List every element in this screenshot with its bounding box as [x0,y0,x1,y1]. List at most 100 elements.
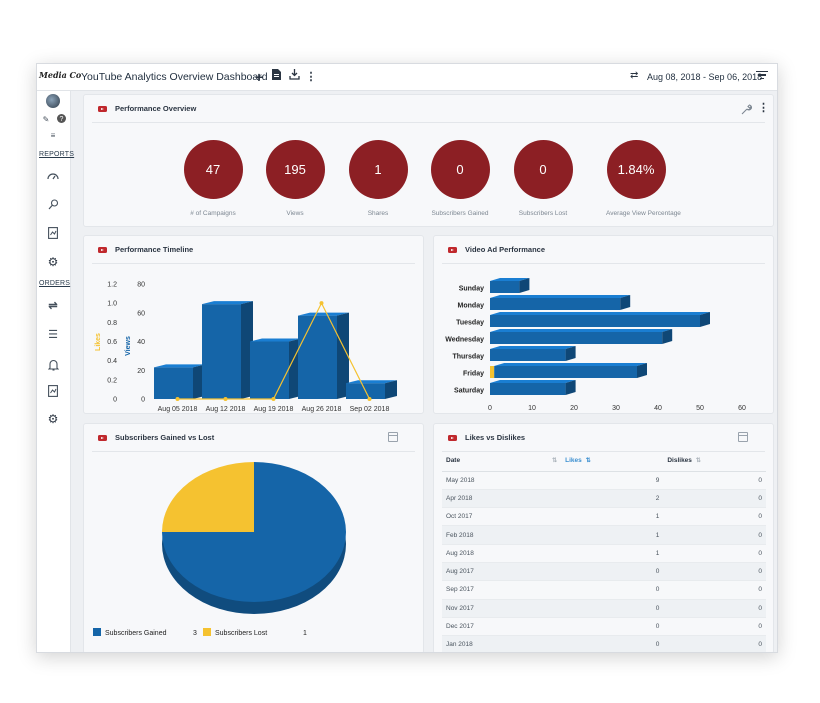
bar-front [490,298,621,310]
kpi-shares[interactable]: 1 Shares [348,140,408,217]
table-row[interactable]: Aug 2018 1 0 [442,544,766,563]
card-header [92,95,765,123]
table-row[interactable]: Apr 2018 2 0 [442,489,766,509]
x-tick-label: Aug 19 2018 [254,406,294,413]
kpi-value: 1 [348,140,408,199]
orders-list-icon[interactable]: ⇌ [48,300,58,312]
dislikes-cell: 0 [663,562,766,582]
date-range[interactable]: Aug 08, 2018 - Sep 06, 2018 [647,72,763,82]
top-bar: Media Co YouTube Analytics Overview Dash… [37,64,777,91]
column-dislikes[interactable]: Dislikes ⇅ [663,450,766,472]
gauge-icon[interactable] [46,171,60,185]
performance-timeline-chart[interactable]: 0 20 40 60 80 0 0.2 0.4 0.6 0.8 1.0 1.2 Views Likes Au… [84,264,425,414]
video-ad-chart[interactable]: Sunday Monday Tuesday Wednesday Thursday Frid… [434,264,775,414]
sidebar-section-reports[interactable]: REPORTS [39,151,75,158]
youtube-icon [448,435,457,441]
calendar-icon[interactable] [388,432,398,442]
more-vertical-icon[interactable]: ⋮ [305,71,317,83]
table-row[interactable]: Sep 2017 0 0 [442,580,766,600]
add-icon[interactable]: + [254,69,264,85]
table-row[interactable]: Feb 2018 1 0 [442,525,766,545]
sort-icon[interactable]: ⇅ [695,457,701,464]
bar-top [490,312,710,315]
youtube-icon [98,247,107,253]
pin-icon-glyph [48,199,58,210]
report-icon-2[interactable] [46,385,60,399]
settings-icon-2[interactable]: ⚙ [47,412,59,426]
bar-side [700,312,710,327]
table-body: May 2018 9 0 Apr 2018 2 0 Oct 2017 1 0 Feb 2018 1 0… [442,471,766,652]
sidebar-section-orders[interactable]: ORDERS [39,280,71,287]
youtube-icon [98,106,107,112]
bar-top [250,338,301,342]
y-tick-label: 40 [137,339,145,346]
bar-front [490,349,566,361]
bar-front [490,383,566,395]
dislikes-cell: 0 [663,617,766,637]
pin-icon[interactable] [46,199,60,213]
calendar-icon[interactable] [738,432,748,442]
bar-top [490,278,530,281]
collapse-icon[interactable]: ≡ [50,131,56,140]
pie-slice [162,462,254,532]
bar-side [637,363,647,378]
column-likes[interactable]: Likes ⇅ [561,450,664,472]
more-vertical-icon[interactable]: ⋮ [758,102,769,114]
legend-value: 1 [303,630,307,637]
bar-top [490,346,576,349]
plug-icon[interactable]: ✎ [42,115,50,124]
kpi-views[interactable]: 195 Views [265,140,325,217]
table-row[interactable]: Jan 2018 0 0 [442,635,766,652]
likes-point [367,397,372,401]
date-cell: May 2018 [442,471,562,490]
help-icon[interactable]: ? [54,113,68,127]
legend-swatch [93,628,101,636]
sort-icon[interactable]: ⇅ [552,457,558,464]
card-title: Likes vs Dislikes [465,433,526,442]
table-row[interactable]: Oct 2017 1 0 [442,507,766,527]
youtube-icon [448,247,457,253]
dislikes-cell: 0 [663,525,766,545]
subscribers-pie-chart[interactable]: Subscribers Gained 3 Subscribers Lost 1 [84,452,425,653]
swap-icon[interactable]: ⇄ [630,70,639,81]
avatar[interactable] [46,94,60,108]
document-icon[interactable] [269,69,283,85]
sidebar: ✎ ? ≡ REPORTS ⚙ ORDERS ⇌ ☰ ⚙ [37,91,75,652]
kpi-subscribers-lost[interactable]: 0 Subscribers Lost [513,140,573,217]
table-row[interactable]: May 2018 9 0 [442,471,766,490]
numbered-list-icon[interactable]: ☰ [48,329,58,341]
kpi-campaigns[interactable]: 47 # of Campaigns [183,140,243,217]
dislikes-cell: 0 [663,544,766,563]
sort-icon[interactable]: ⇅ [585,457,591,464]
report-icon[interactable] [46,227,60,241]
settings-icon[interactable]: ⚙ [47,255,59,269]
y-tick-label: 80 [137,282,145,289]
card-header [92,236,415,264]
card-title: Video Ad Performance [465,245,546,254]
y2-tick-label: 0.2 [107,377,117,384]
bell-icon[interactable] [46,359,60,373]
table-row[interactable]: Aug 2017 0 0 [442,562,766,582]
column-date[interactable]: Date ⇅ [442,450,562,472]
kpi-label: Average View Percentage [606,210,681,217]
bar-side [385,380,397,399]
x-tick-label: 60 [738,405,746,412]
download-icon[interactable] [287,69,301,85]
y-axis-title: Views [125,336,132,356]
bar-top [490,295,631,298]
y-category-label: Sunday [459,286,484,293]
performance-overview-card: Performance Overview ⋮ 47 # of Campaigns… [83,94,774,227]
likes-point [223,397,228,401]
filter-icon[interactable] [756,69,768,81]
table-row[interactable]: Nov 2017 0 0 [442,599,766,618]
wrench-icon[interactable] [741,102,753,115]
date-cell: Oct 2017 [442,507,562,527]
x-tick-label: 20 [570,405,578,412]
bar-front [490,315,700,327]
kpi-subscribers-gained[interactable]: 0 Subscribers Gained [430,140,490,217]
likes-cell: 0 [561,617,664,637]
kpi-average-view-percentage[interactable]: 1.84% Average View Percentage [606,140,681,217]
table-row[interactable]: Dec 2017 0 0 [442,617,766,637]
dislikes-cell: 0 [663,507,766,527]
logo[interactable]: Media Co [39,70,82,80]
